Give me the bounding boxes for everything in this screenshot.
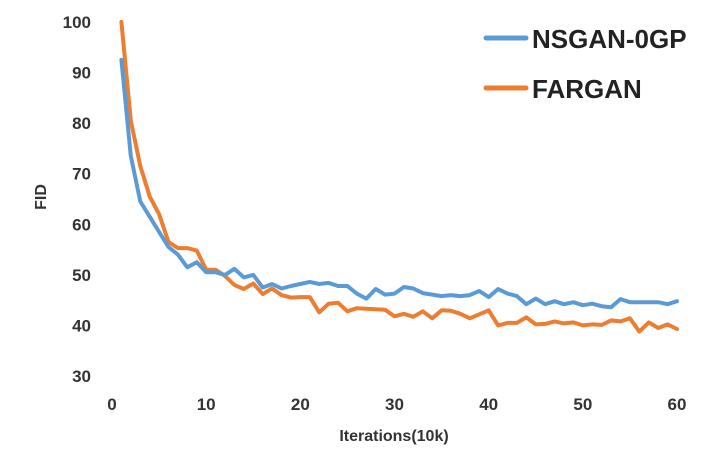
y-tick-label: 80 <box>72 114 91 133</box>
x-tick-label: 0 <box>107 395 116 414</box>
y-axis-title: FID <box>33 184 50 210</box>
x-tick-label: 20 <box>291 395 310 414</box>
legend-label-2: FARGAN <box>532 74 642 104</box>
y-axis-ticks: 30 40 50 60 70 80 90 100 <box>63 13 91 386</box>
legend: NSGAN-0GP FARGAN <box>483 24 687 104</box>
x-tick-label: 40 <box>479 395 498 414</box>
x-axis-ticks: 0 10 20 30 40 50 60 <box>107 395 686 414</box>
y-tick-label: 60 <box>72 215 91 234</box>
y-tick-label: 50 <box>72 266 91 285</box>
x-tick-label: 50 <box>573 395 592 414</box>
y-tick-label: 30 <box>72 367 91 386</box>
series-line-2 <box>119 20 679 334</box>
series-line-1 <box>119 57 679 310</box>
y-tick-label: 100 <box>63 13 91 32</box>
y-tick-label: 40 <box>72 316 91 335</box>
x-axis-title: Iterations(10k) <box>339 428 448 445</box>
x-tick-label: 10 <box>197 395 216 414</box>
legend-label-1: NSGAN-0GP <box>532 24 687 54</box>
series-lines <box>119 20 679 334</box>
x-tick-label: 30 <box>385 395 404 414</box>
y-tick-label: 90 <box>72 64 91 83</box>
y-tick-label: 70 <box>72 165 91 184</box>
x-tick-label: 60 <box>668 395 687 414</box>
